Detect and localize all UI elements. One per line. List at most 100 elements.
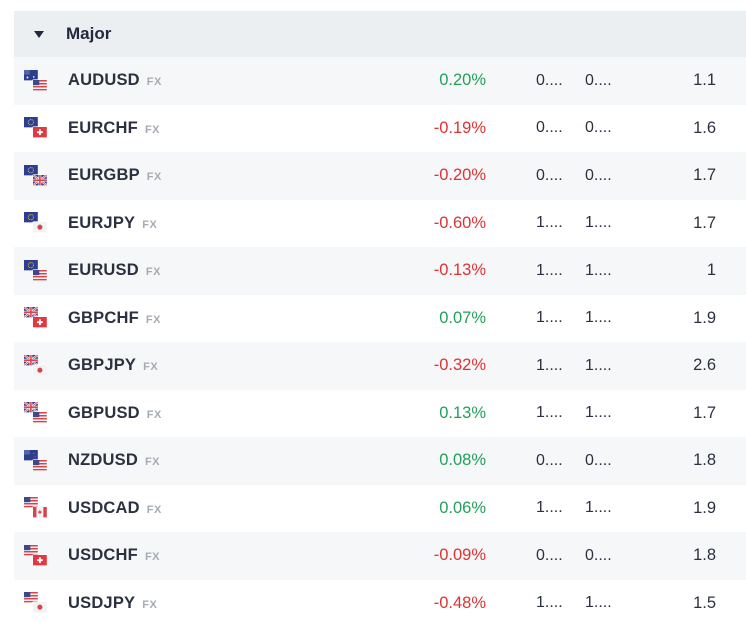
bid-price: 0.... — [536, 451, 563, 469]
instrument-symbol: AUDUSD FX — [68, 71, 162, 90]
daily-change: 0.06% — [439, 498, 486, 517]
instrument-symbol: GBPCHF FX — [68, 309, 161, 328]
instrument-row[interactable]: GBPCHF FX 0.07% 1.... 1.... 1.9 — [14, 295, 746, 343]
instrument-symbol: GBPUSD FX — [68, 404, 162, 423]
spread-value: 2.6 — [693, 356, 716, 375]
daily-change: -0.48% — [433, 593, 486, 612]
instrument-row[interactable]: USDCHF FX -0.09% 0.... 0.... 1.8 — [14, 532, 746, 580]
symbol-label: NZDUSD — [68, 451, 138, 470]
currency-pair-flag-icon — [23, 401, 48, 425]
instrument-type-tag: FX — [146, 503, 162, 516]
instrument-symbol: GBPJPY FX — [68, 356, 158, 375]
spread-value: 1.7 — [693, 213, 716, 232]
instrument-row[interactable]: GBPJPY FX -0.32% 1.... 1.... 2.6 — [14, 342, 746, 390]
instrument-symbol: EURCHF FX — [68, 119, 160, 138]
instrument-type-tag: FX — [146, 408, 162, 421]
instrument-symbol: EURJPY FX — [68, 214, 157, 233]
instrument-row[interactable]: USDJPY FX -0.48% 1.... 1.... 1.5 — [14, 580, 746, 627]
symbol-label: GBPUSD — [68, 403, 140, 422]
symbol-label: EURUSD — [68, 261, 139, 280]
currency-pair-flag-icon — [24, 259, 48, 283]
spread-value: 1.5 — [693, 593, 716, 612]
ask-price: 0.... — [585, 166, 612, 184]
ask-price: 1.... — [585, 404, 612, 422]
currency-pair-flag-icon — [23, 306, 48, 330]
watchlist-panel: Major AUDUSD FX 0.20% 0.... 0.... 1.1 EURCHF FX… — [14, 11, 746, 627]
instrument-row[interactable]: GBPUSD FX 0.13% 1.... 1.... 1.7 — [14, 390, 746, 438]
ask-price: 0.... — [585, 546, 612, 564]
spread-value: 1.9 — [693, 498, 716, 517]
spread-value: 1 — [706, 261, 716, 280]
ask-price: 1.... — [585, 499, 612, 517]
bid-price: 1.... — [536, 499, 563, 517]
instrument-row[interactable]: EURGBP FX -0.20% 0.... 0.... 1.7 — [14, 152, 746, 200]
instrument-type-tag: FX — [145, 313, 161, 326]
symbol-label: USDJPY — [68, 593, 136, 612]
instrument-symbol: USDCAD FX — [68, 499, 162, 518]
instrument-row[interactable]: USDCAD FX 0.06% 1.... 1.... 1.9 — [14, 485, 746, 533]
instrument-type-tag: FX — [146, 171, 162, 184]
instrument-type-tag: FX — [143, 361, 159, 374]
ask-price: 0.... — [585, 119, 612, 137]
instrument-type-tag: FX — [144, 123, 161, 136]
instrument-symbol: EURGBP FX — [68, 166, 162, 185]
instrument-list: AUDUSD FX 0.20% 0.... 0.... 1.1 EURCHF FX -0.19%… — [14, 57, 746, 627]
daily-change: -0.60% — [433, 213, 486, 232]
bid-price: 0.... — [536, 546, 563, 564]
instrument-type-tag: FX — [146, 76, 162, 89]
bid-price: 1.... — [536, 214, 563, 232]
instrument-type-tag: FX — [144, 456, 161, 469]
ask-price: 1.... — [585, 261, 612, 279]
daily-change: 0.07% — [439, 308, 486, 327]
spread-value: 1.6 — [693, 118, 716, 137]
ask-price: 1.... — [585, 309, 612, 327]
daily-change: -0.09% — [433, 546, 486, 565]
bid-price: 0.... — [536, 166, 563, 184]
symbol-label: USDCAD — [68, 498, 140, 517]
spread-value: 1.1 — [693, 71, 716, 90]
caret-down-icon[interactable] — [34, 30, 44, 38]
bid-price: 1.... — [536, 261, 563, 279]
ask-price: 1.... — [585, 594, 612, 612]
currency-pair-flag-icon — [24, 116, 48, 140]
instrument-row[interactable]: AUDUSD FX 0.20% 0.... 0.... 1.1 — [14, 57, 746, 105]
currency-pair-flag-icon — [24, 449, 48, 473]
instrument-symbol: EURUSD FX — [68, 261, 161, 280]
currency-pair-flag-icon — [24, 211, 48, 235]
instrument-row[interactable]: EURUSD FX -0.13% 1.... 1.... 1 — [14, 247, 746, 295]
ask-price: 0.... — [585, 71, 612, 89]
daily-change: -0.13% — [433, 261, 486, 280]
daily-change: -0.32% — [433, 356, 486, 375]
symbol-label: AUDUSD — [68, 71, 140, 90]
group-title: Major — [66, 24, 112, 43]
instrument-symbol: NZDUSD FX — [68, 451, 160, 470]
daily-change: -0.20% — [433, 166, 486, 185]
daily-change: 0.20% — [439, 71, 486, 90]
currency-pair-flag-icon — [24, 544, 48, 568]
symbol-label: GBPJPY — [68, 356, 137, 375]
symbol-label: EURGBP — [68, 166, 140, 185]
symbol-label: GBPCHF — [68, 308, 139, 327]
instrument-symbol: USDCHF FX — [68, 546, 160, 565]
instrument-type-tag: FX — [142, 218, 158, 231]
spread-value: 1.8 — [693, 451, 716, 470]
currency-pair-flag-icon — [24, 69, 48, 93]
instrument-row[interactable]: EURCHF FX -0.19% 0.... 0.... 1.6 — [14, 105, 746, 153]
instrument-row[interactable]: NZDUSD FX 0.08% 0.... 0.... 1.8 — [14, 437, 746, 485]
currency-pair-flag-icon — [24, 164, 48, 188]
group-header-major[interactable]: Major — [14, 11, 746, 57]
bid-price: 0.... — [536, 119, 563, 137]
instrument-type-tag: FX — [145, 266, 161, 279]
daily-change: 0.13% — [439, 403, 486, 422]
currency-pair-flag-icon — [24, 496, 48, 520]
currency-pair-flag-icon — [24, 591, 48, 615]
instrument-type-tag: FX — [142, 598, 158, 611]
instrument-symbol: USDJPY FX — [68, 594, 157, 613]
instrument-type-tag: FX — [144, 551, 161, 564]
currency-pair-flag-icon — [23, 353, 48, 378]
ask-price: 0.... — [585, 451, 612, 469]
instrument-row[interactable]: EURJPY FX -0.60% 1.... 1.... 1.7 — [14, 200, 746, 248]
spread-value: 1.7 — [693, 403, 716, 422]
bid-price: 1.... — [536, 404, 563, 422]
spread-value: 1.9 — [693, 308, 716, 327]
